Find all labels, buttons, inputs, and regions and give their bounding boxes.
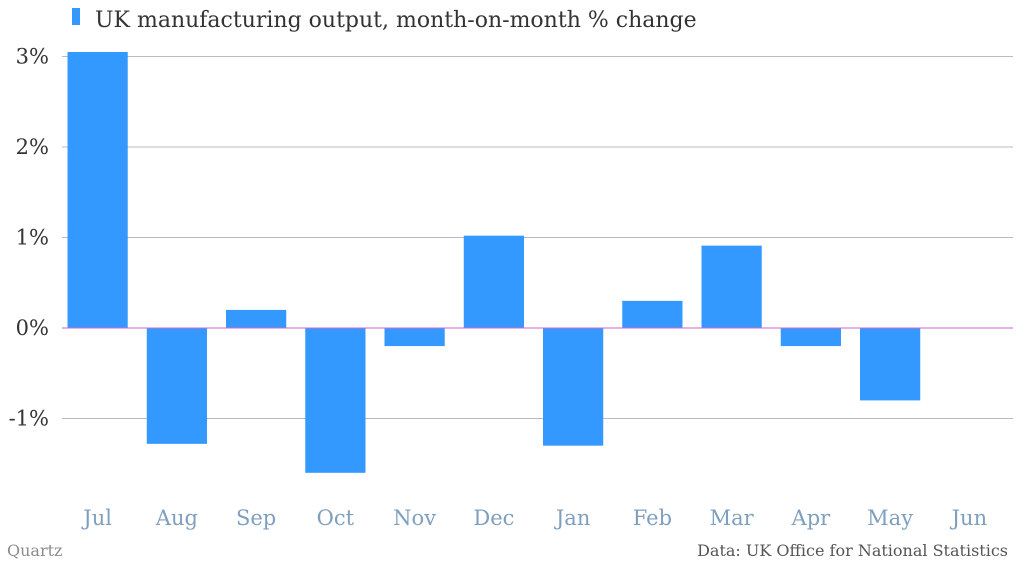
y-axis-ticks: -1% 0% 1% 2% 3% [9, 45, 49, 431]
x-tick-label: Apr [791, 506, 832, 530]
bar-may [860, 328, 921, 401]
x-tick-label: Dec [473, 506, 514, 530]
y-tick-label: 3% [16, 45, 49, 69]
y-tick-label: 2% [16, 135, 49, 159]
x-tick-label: Jun [950, 506, 987, 530]
bar-apr [780, 328, 841, 347]
legend-swatch [72, 8, 80, 25]
x-tick-label: Jul [81, 506, 112, 530]
legend-label: UK manufacturing output, month-on-month … [95, 8, 697, 33]
bar-jul [67, 51, 128, 328]
data-credit: Data: UK Office for National Statistics [697, 541, 1008, 560]
bar-nov [384, 328, 445, 347]
bars [67, 51, 921, 473]
bar-dec [463, 235, 524, 328]
y-tick-label: -1% [9, 407, 49, 431]
gridlines [62, 56, 1013, 419]
x-tick-label: Sep [236, 506, 276, 530]
x-tick-label: Aug [155, 506, 198, 530]
x-axis-ticks: Jul Aug Sep Oct Nov Dec Jan Feb Mar Apr May Jun [81, 506, 987, 530]
legend: UK manufacturing output, month-on-month … [72, 8, 697, 33]
x-tick-label: Nov [393, 506, 436, 530]
y-tick-label: 0% [16, 316, 49, 340]
bar-sep [226, 309, 287, 328]
y-tick-label: 1% [16, 226, 49, 250]
x-tick-label: May [867, 506, 913, 530]
bar-mar [701, 245, 762, 328]
x-tick-label: Jan [554, 506, 590, 530]
x-tick-label: Oct [317, 506, 355, 530]
bar-feb [622, 300, 683, 328]
x-tick-label: Mar [710, 506, 755, 530]
bar-aug [146, 328, 207, 444]
x-tick-label: Feb [633, 506, 672, 530]
bar-oct [305, 328, 366, 473]
bar-jan [543, 328, 604, 446]
source-label: Quartz [7, 541, 62, 560]
